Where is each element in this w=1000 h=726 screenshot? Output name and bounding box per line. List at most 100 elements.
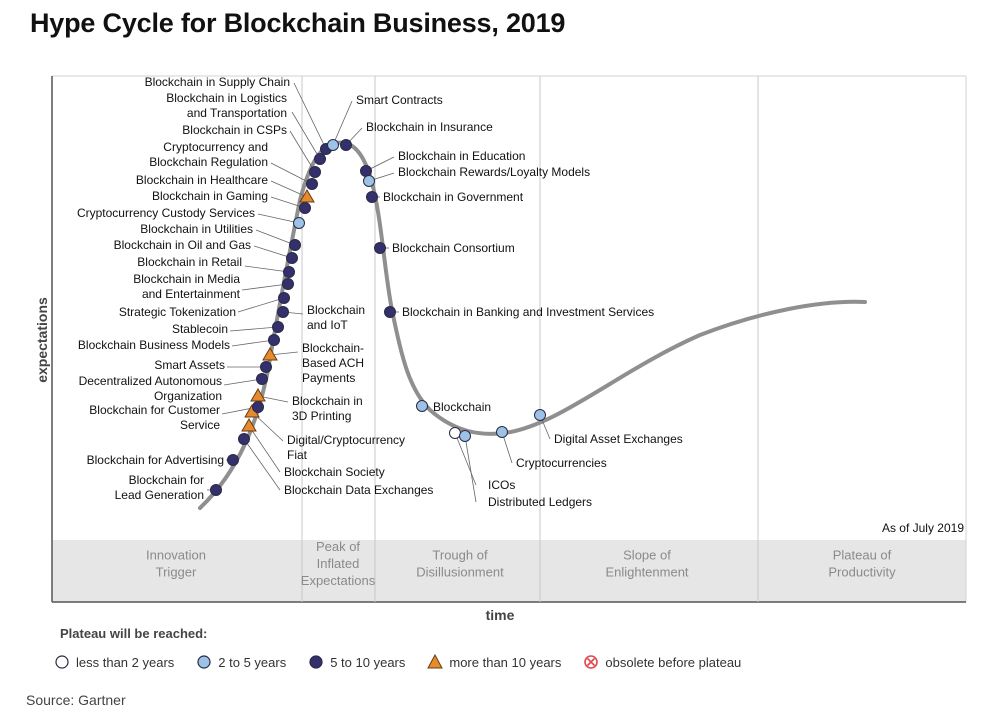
label-distributed-ledgers: Distributed Ledgers	[488, 495, 592, 509]
leader-strategic-tokenization	[237, 297, 285, 313]
label-blockchain-in-utilities: Blockchain in Utilities	[140, 222, 253, 236]
marker-blockchain-in-csps	[309, 166, 321, 178]
marker-cryptocurrencies	[496, 426, 508, 438]
as-of-date: As of July 2019	[882, 521, 964, 535]
legend-item-more-than-10-years: more than 10 years	[427, 654, 561, 670]
marker-blockchain-in-insurance	[340, 139, 352, 151]
leader-blockchain-in-utilities	[255, 229, 296, 246]
marker-blockchain-in-government	[366, 191, 378, 203]
legend-item-5-to-10-years: 5 to 10 years	[308, 654, 405, 670]
label-cryptocurrencies: Cryptocurrencies	[516, 456, 607, 470]
legend-marker-less-than-2-years	[55, 655, 69, 669]
marker-blockchain-for-customer-service	[252, 401, 264, 413]
x-axis-label: time	[486, 607, 515, 620]
label-strategic-tokenization: Strategic Tokenization	[119, 305, 236, 319]
label-blockchain-in-retail: Blockchain in Retail	[137, 255, 242, 269]
label-decentralized-autonomous-organization: Decentralized Autonomous Organization	[79, 374, 222, 403]
marker-blockchain-and-iot	[277, 306, 289, 318]
marker-blockchain-in-utilities	[289, 239, 301, 251]
phase-label-innovation-trigger: Innovation Trigger	[146, 548, 206, 580]
marker-smart-assets	[260, 361, 272, 373]
label-blockchain-in-education: Blockchain in Education	[398, 149, 525, 163]
legend-marker-5-to-10-years	[309, 655, 323, 669]
legend-title: Plateau will be reached:	[60, 626, 208, 641]
marker-smart-contracts	[327, 139, 339, 151]
phase-label-trough-of-disillusionment: Trough of Disillusionment	[416, 548, 504, 580]
marker-blockchain-in-gaming	[299, 202, 311, 214]
label-blockchain-and-iot: Blockchain and IoT	[307, 303, 365, 332]
leader-blockchain-in-retail	[244, 265, 290, 273]
label-digital-cryptocurrency-fiat: Digital/Cryptocurrency Fiat	[287, 433, 405, 462]
marker-blockchain-in-media-and-entertainment	[282, 278, 294, 290]
label-stablecoin: Stablecoin	[172, 322, 228, 336]
legend: less than 2 years 2 to 5 years 5 to 10 yea…	[54, 654, 763, 670]
leader-blockchain-in-logistics-and-transportation	[291, 111, 321, 160]
label-smart-contracts: Smart Contracts	[356, 93, 443, 107]
label-blockchain: Blockchain	[433, 400, 491, 414]
leader-cryptocurrency-custody-services	[257, 213, 300, 224]
label-smart-assets: Smart Assets	[154, 358, 225, 372]
leader-blockchain-in-oil-and-gas	[253, 245, 293, 259]
leader-blockchain-based-ach-payments	[269, 351, 299, 356]
legend-marker-obsolete-before-plateau	[584, 655, 599, 669]
label-icos: ICOs	[488, 478, 515, 492]
chart-title: Hype Cycle for Blockchain Business, 2019	[30, 8, 566, 38]
marker-blockchain-in-logistics-and-transportation	[314, 153, 326, 165]
label-cryptocurrency-custody-services: Cryptocurrency Custody Services	[77, 206, 255, 220]
label-blockchain-in-oil-and-gas: Blockchain in Oil and Gas	[114, 238, 251, 252]
leader-blockchain-business-models	[231, 339, 275, 347]
leader-blockchain-in-healthcare	[270, 180, 308, 198]
marker-cryptocurrency-and-blockchain-regulation	[306, 178, 318, 190]
marker-blockchain-in-healthcare	[299, 189, 315, 203]
marker-icos	[449, 427, 461, 439]
marker-blockchain-in-3d-printing	[250, 388, 266, 402]
leader-smart-contracts	[332, 100, 353, 146]
label-blockchain-rewards-loyalty-models: Blockchain Rewards/Loyalty Models	[398, 165, 590, 179]
marker-blockchain-society	[241, 418, 257, 432]
legend-item-less-than-2-years: less than 2 years	[54, 654, 174, 670]
label-blockchain-in-insurance: Blockchain in Insurance	[366, 120, 493, 134]
marker-decentralized-autonomous-organization	[256, 373, 268, 385]
legend-item-2-to-5-years: 2 to 5 years	[196, 654, 286, 670]
label-blockchain-for-advertising: Blockchain for Advertising	[87, 453, 224, 467]
marker-digital-asset-exchanges	[534, 409, 546, 421]
label-blockchain-for-lead-generation: Blockchain for Lead Generation	[115, 473, 204, 502]
legend-label: 5 to 10 years	[330, 654, 406, 670]
phase-label-plateau-of-productivity: Plateau of Productivity	[828, 548, 896, 580]
hype-cycle-chart: Innovation Trigger Peak of Inflated Expectat…	[34, 75, 967, 620]
leader-distributed-ledgers	[464, 435, 477, 503]
marker-blockchain-in-oil-and-gas	[286, 252, 298, 264]
label-blockchain-in-gaming: Blockchain in Gaming	[152, 189, 268, 203]
leader-blockchain-society	[248, 425, 281, 473]
legend-label: 2 to 5 years	[218, 654, 287, 670]
label-blockchain-in-government: Blockchain in Government	[383, 190, 524, 204]
label-blockchain-based-ach-payments: Blockchain-Based ACH Payments	[302, 341, 364, 385]
label-blockchain-consortium: Blockchain Consortium	[392, 241, 515, 255]
phase-label-peak-of-inflated-expectations: Peak of Inflated Expectations	[301, 539, 376, 588]
label-blockchain-data-exchanges: Blockchain Data Exchanges	[284, 483, 433, 497]
marker-blockchain-based-ach-payments	[262, 347, 278, 361]
leader-icos	[454, 432, 477, 486]
marker-stablecoin	[272, 321, 284, 333]
label-blockchain-in-banking-and-investment-services: Blockchain in Banking and Investment Ser…	[402, 305, 654, 319]
marker-blockchain-business-models	[268, 334, 280, 346]
marker-blockchain-data-exchanges	[238, 433, 250, 445]
leader-blockchain-in-csps	[289, 130, 316, 173]
phase-label-slope-of-enlightenment: Slope of Enlightenment	[605, 548, 688, 580]
marker-blockchain-in-banking-and-investment-services	[384, 306, 396, 318]
legend-marker-2-to-5-years	[197, 655, 211, 669]
marker-blockchain-for-lead-generation	[210, 484, 222, 496]
label-blockchain-in-supply-chain: Blockchain in Supply Chain	[145, 75, 290, 89]
leader-blockchain-data-exchanges	[243, 438, 281, 491]
label-blockchain-for-customer-service: Blockchain for Customer Service	[89, 403, 220, 432]
marker-blockchain-consortium	[374, 242, 386, 254]
marker-strategic-tokenization	[278, 292, 290, 304]
label-blockchain-in-csps: Blockchain in CSPs	[182, 123, 287, 137]
source-note: Source: Gartner	[26, 692, 126, 708]
marker-blockchain-for-advertising	[227, 454, 239, 466]
marker-distributed-ledgers	[459, 430, 471, 442]
marker-blockchain	[416, 400, 428, 412]
label-digital-asset-exchanges: Digital Asset Exchanges	[554, 432, 683, 446]
leader-blockchain-in-media-and-entertainment	[241, 283, 289, 291]
label-blockchain-society: Blockchain Society	[284, 465, 385, 479]
